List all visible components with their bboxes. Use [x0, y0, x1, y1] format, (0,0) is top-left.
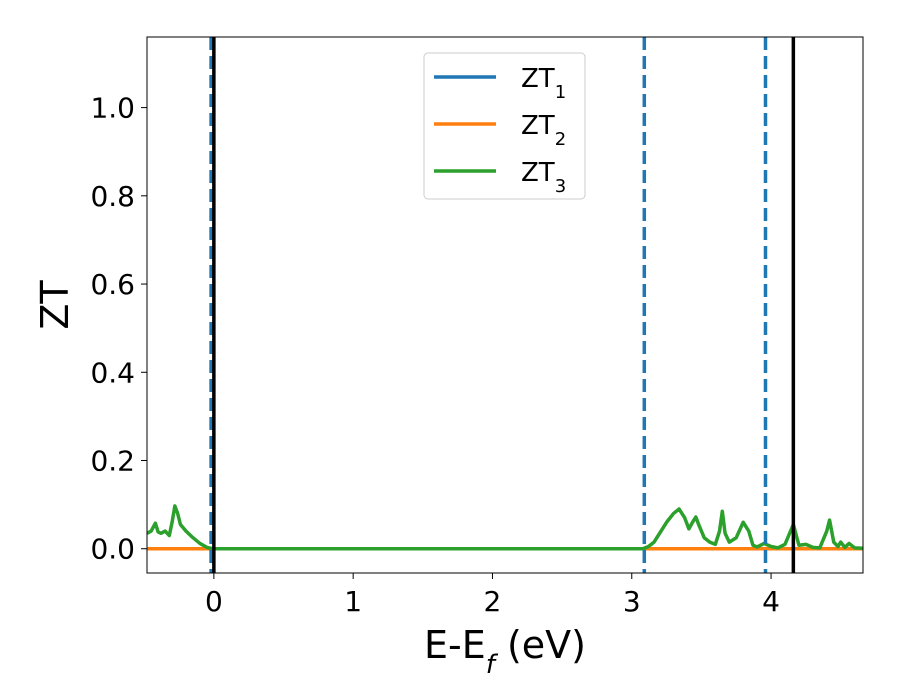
y-tick-label: 1.0 — [90, 92, 135, 125]
legend-label-1: ZT1 — [521, 64, 566, 103]
y-tick-label: 0.0 — [90, 533, 135, 566]
x-tick-label: 2 — [484, 585, 502, 618]
x-axis-ticks: 0 1 2 3 4 — [205, 573, 780, 618]
legend: ZT1 ZT2 ZT3 — [423, 52, 586, 200]
x-tick-label: 0 — [205, 585, 223, 618]
series-lines — [147, 504, 863, 551]
axes-frame — [146, 36, 864, 574]
y-tick-label: 0.8 — [90, 180, 135, 213]
x-tick-label: 3 — [623, 585, 641, 618]
x-tick-label: 4 — [762, 585, 780, 618]
legend-label-3: ZT3 — [521, 158, 566, 197]
x-tick-label: 1 — [344, 585, 362, 618]
y-tick-label: 0.6 — [90, 268, 135, 301]
legend-box — [423, 52, 586, 200]
series-line-3 — [147, 504, 863, 551]
x-axis-label: E-Ef (eV) — [424, 623, 586, 680]
legend-label-2: ZT2 — [521, 111, 566, 150]
y-tick-label: 0.4 — [90, 356, 135, 389]
y-axis-ticks: 0.0 0.2 0.4 0.6 0.8 1.0 — [90, 92, 147, 566]
reference-lines — [209, 37, 796, 573]
y-tick-label: 0.2 — [90, 445, 135, 478]
y-axis-label: ZT — [33, 280, 77, 330]
